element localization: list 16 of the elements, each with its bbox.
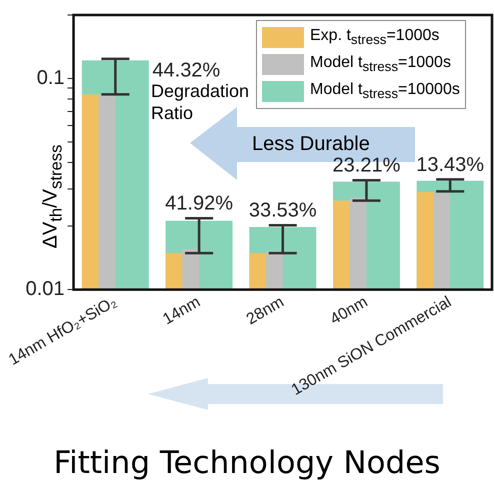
x-tick-label: 28nm bbox=[244, 294, 287, 328]
legend-label: Model t$_{stress}$=10000s bbox=[310, 81, 460, 102]
y-tick-label: 0.1 bbox=[36, 67, 65, 90]
y-tick-label: 0.01 bbox=[26, 278, 65, 300]
x-tick-label: 40nm bbox=[327, 294, 371, 328]
annotation: Less Durable bbox=[252, 133, 370, 156]
legend-label: Exp. t$_{stress}$=1000s bbox=[310, 27, 440, 48]
annotation: 33.53% bbox=[248, 200, 317, 222]
text: Fitting Technology Nodes bbox=[52, 445, 442, 481]
legend-label: Model t$_{stress}$=1000s bbox=[310, 54, 451, 75]
x-tick-label: 14nm bbox=[160, 294, 204, 328]
annotation: Degradation Ratio bbox=[151, 80, 250, 124]
annotation: 41.92% bbox=[165, 192, 234, 215]
annotation: 44.32% bbox=[152, 59, 220, 82]
annotation: 23.21% bbox=[332, 154, 401, 177]
annotation: 13.43% bbox=[416, 154, 484, 176]
